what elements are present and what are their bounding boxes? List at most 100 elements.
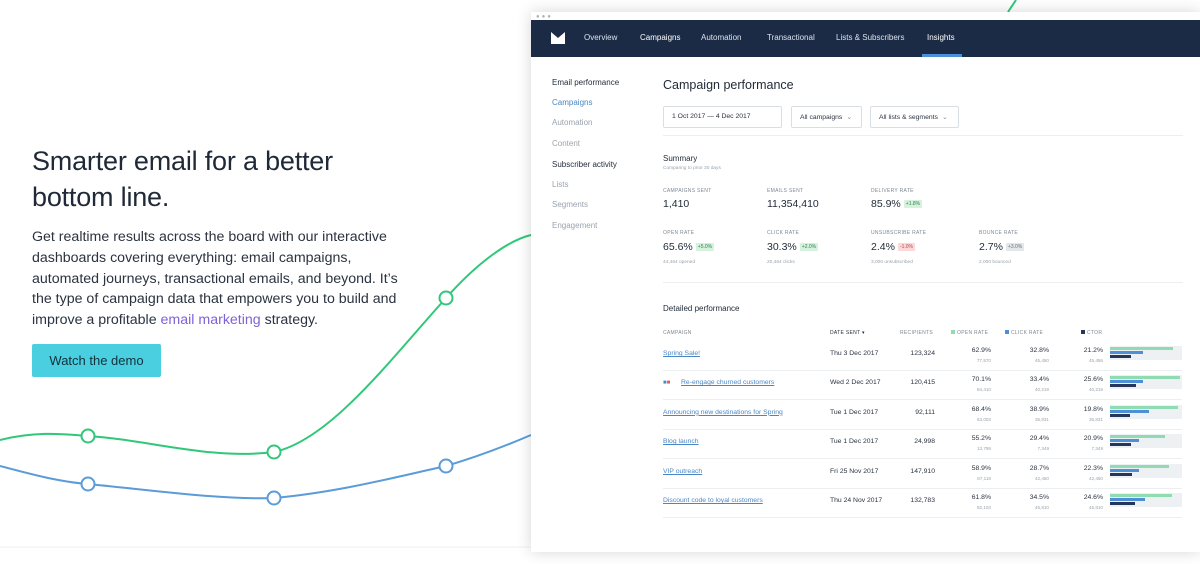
column-header-open-rate[interactable]: OPEN RATE xyxy=(951,330,988,336)
nav-campaigns[interactable]: Campaigns xyxy=(640,33,681,42)
ctor-cell: 19.8% xyxy=(1083,405,1103,413)
open-rate-value: 65.6% xyxy=(663,241,693,253)
date-sent-cell: Tue 1 Dec 2017 xyxy=(830,438,879,446)
page-title: Campaign performance xyxy=(663,78,794,92)
column-header-campaign[interactable]: CAMPAIGN xyxy=(663,330,692,336)
sidebar-heading-email-performance: Email performance xyxy=(552,78,620,87)
ctor-count-cell: 7,349 xyxy=(1091,446,1104,452)
nav-lists-subscribers[interactable]: Lists & Subscribers xyxy=(836,33,905,42)
detailed-performance-title: Detailed performance xyxy=(663,304,740,313)
click-rate-value: 30.3% xyxy=(767,241,797,253)
dashboard-window: ●●● Overview Campaigns Automation Transa… xyxy=(531,12,1200,552)
campaign-name-link[interactable]: Announcing new destinations for Spring xyxy=(663,408,783,416)
sidebar-item-content[interactable]: Content xyxy=(552,139,581,148)
table-row[interactable]: Spring Sale! Thu 3 Dec 2017 123,324 62.9% 77… xyxy=(663,342,1182,371)
date-range-value: 1 Oct 2017 — 4 Dec 2017 xyxy=(672,113,751,120)
click-rate-bar xyxy=(1110,468,1139,472)
top-navbar: Overview Campaigns Automation Transactio… xyxy=(531,20,1200,57)
hero-description-text: Get realtime results across the board wi… xyxy=(32,229,398,329)
campaign-filter-dropdown[interactable]: All campaigns ⌄ xyxy=(791,106,862,128)
click-rate-cell: 29.4% xyxy=(1029,435,1049,443)
column-header-click-rate[interactable]: CLICK RATE xyxy=(1005,330,1043,336)
table-row[interactable]: ■■ Re-engage churned customers Wed 2 Dec 2… xyxy=(663,371,1182,401)
click-count-cell: 40,219 xyxy=(1034,387,1049,393)
sidebar-item-engagement[interactable]: Engagement xyxy=(552,221,598,230)
campaign-tags-icon: ■■ xyxy=(663,380,671,387)
recipients-cell: 132,783 xyxy=(910,497,935,504)
click-rate-label: CLICK RATE xyxy=(767,230,800,236)
open-count-cell: 84,410 xyxy=(976,387,991,393)
campaign-filter-value: All campaigns xyxy=(800,114,843,121)
click-rate-legend-swatch xyxy=(1005,330,1009,334)
ctor-bar xyxy=(1110,472,1133,476)
blue-wave-node xyxy=(80,476,96,492)
date-sent-cell: Wed 2 Dec 2017 xyxy=(830,379,881,387)
chevron-down-icon: ⌄ xyxy=(846,114,853,121)
click-rate-cell: 28.7% xyxy=(1029,464,1049,472)
open-rate-bar xyxy=(1110,464,1169,468)
delivery-rate-stat: 85.9% +1.8% xyxy=(871,198,923,210)
delivery-rate-value: 85.9% xyxy=(871,198,901,210)
list-filter-dropdown[interactable]: All lists & segments ⌄ xyxy=(870,106,959,128)
table-row[interactable]: Announcing new destinations for Spring Tu… xyxy=(663,401,1182,430)
campaign-name-link[interactable]: Discount code to loyal customers xyxy=(663,497,763,504)
campaign-name-link[interactable]: Blog launch xyxy=(663,438,699,446)
campaign-name-link[interactable]: VIP outreach xyxy=(663,467,703,475)
unsubscribe-rate-delta-badge: -1.0% xyxy=(897,243,915,251)
ctor-header-label: CTOR xyxy=(1087,330,1103,336)
sidebar-item-segments[interactable]: Segments xyxy=(552,200,589,209)
date-range-picker[interactable]: 1 Oct 2017 — 4 Dec 2017 xyxy=(663,106,782,128)
nav-automation[interactable]: Automation xyxy=(701,33,742,42)
column-header-recipients[interactable]: RECIPIENTS xyxy=(900,330,934,336)
campaigns-sent-value: 1,410 xyxy=(663,198,690,210)
open-count-cell: 87,118 xyxy=(977,475,991,481)
unsubscribe-rate-label: UNSUBSCRIBE RATE xyxy=(871,230,927,236)
sidebar-item-automation[interactable]: Automation xyxy=(552,118,593,127)
date-sent-cell: Thu 3 Dec 2017 xyxy=(830,350,879,357)
logo-icon[interactable] xyxy=(551,32,565,44)
open-rate-cell: 62.9% xyxy=(971,347,991,354)
bounce-rate-value: 2.7% xyxy=(979,241,1003,253)
email-marketing-link[interactable]: email marketing xyxy=(160,312,261,329)
column-header-date-sent[interactable]: DATE SENT ▾ xyxy=(830,330,865,336)
click-count-cell: 45,450 xyxy=(1034,358,1049,363)
hero-title-line-1: Smarter email for a better xyxy=(32,146,333,176)
summary-title: Summary xyxy=(663,154,698,163)
campaign-name-link[interactable]: Re-engage churned customers xyxy=(681,379,775,387)
ctor-legend-swatch xyxy=(1081,330,1085,334)
hero-title: Smarter email for a better bottom line. xyxy=(32,143,412,215)
table-row[interactable]: Discount code to loyal customers Thu 24 N… xyxy=(663,489,1182,518)
open-rate-cell: 61.8% xyxy=(971,494,991,501)
bounce-rate-delta-badge: +3.0% xyxy=(1005,243,1025,251)
column-header-ctor[interactable]: CTOR xyxy=(1081,330,1102,336)
sidebar-item-lists[interactable]: Lists xyxy=(552,180,569,189)
sidebar-item-campaigns[interactable]: Campaigns xyxy=(552,98,593,107)
open-rate-cell: 58.9% xyxy=(971,464,991,472)
click-rate-cell: 34.5% xyxy=(1029,494,1049,501)
nav-transactional[interactable]: Transactional xyxy=(767,33,815,42)
watch-demo-button[interactable]: Watch the demo xyxy=(32,344,161,377)
click-rate-cell: 38.9% xyxy=(1029,405,1049,413)
open-count-cell: 82,103 xyxy=(976,505,991,510)
nav-overview[interactable]: Overview xyxy=(584,33,618,42)
open-rate-cell: 70.1% xyxy=(971,376,991,384)
campaign-name-link[interactable]: Spring Sale! xyxy=(663,350,701,357)
click-count-cell: 45,810 xyxy=(1034,505,1049,510)
open-count-cell: 13,799 xyxy=(976,446,991,452)
hero-section: Smarter email for a better bottom line. … xyxy=(32,143,412,377)
date-sent-cell: Tue 1 Dec 2017 xyxy=(830,408,879,416)
table-row[interactable]: VIP outreach Fri 25 Nov 2017 147,910 58.9% 8… xyxy=(663,460,1182,489)
click-count-cell: 42,450 xyxy=(1034,475,1049,481)
recipients-cell: 120,415 xyxy=(910,379,935,387)
unsubscribe-rate-stat: 2.4% -1.0% xyxy=(871,241,915,253)
ctor-cell: 22.3% xyxy=(1083,464,1103,472)
open-count-cell: 63,003 xyxy=(976,416,991,422)
open-rate-bar xyxy=(1110,347,1173,350)
open-rate-legend-swatch xyxy=(951,330,955,334)
table-row[interactable]: Blog launch Tue 1 Dec 2017 24,998 55.2% 13,7… xyxy=(663,430,1182,460)
bounce-rate-stat: 2.7% +3.0% xyxy=(979,241,1025,253)
open-rate-bar xyxy=(1110,435,1166,439)
unsubscribe-rate-subtext: 3,000 unsubscribed xyxy=(871,260,913,265)
nav-insights[interactable]: Insights xyxy=(927,33,955,42)
summary-subtitle: Comparing to prior 30 days xyxy=(663,166,721,171)
